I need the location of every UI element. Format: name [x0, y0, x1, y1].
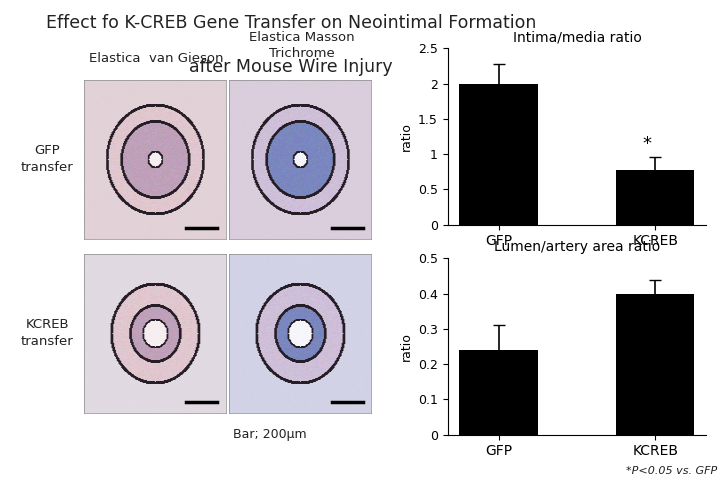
- Text: *: *: [643, 135, 652, 154]
- Title: Lumen/artery area ratio: Lumen/artery area ratio: [494, 241, 660, 255]
- Text: Bar; 200μm: Bar; 200μm: [232, 428, 306, 441]
- Text: Elastica  van Gieson: Elastica van Gieson: [90, 52, 223, 65]
- Text: after Mouse Wire Injury: after Mouse Wire Injury: [189, 58, 393, 76]
- Bar: [616, 294, 695, 435]
- Text: *P<0.05 vs. GFP: *P<0.05 vs. GFP: [626, 466, 717, 476]
- Title: Intima/media ratio: Intima/media ratio: [513, 30, 641, 44]
- Y-axis label: ratio: ratio: [400, 122, 413, 151]
- Bar: [459, 350, 538, 435]
- Text: KCREB
transfer: KCREB transfer: [21, 318, 74, 348]
- Y-axis label: ratio: ratio: [400, 332, 413, 361]
- Bar: [459, 84, 538, 225]
- Bar: [616, 170, 695, 225]
- Text: GFP
transfer: GFP transfer: [21, 144, 74, 174]
- Text: Effect fo K-CREB Gene Transfer on Neointimal Formation: Effect fo K-CREB Gene Transfer on Neoint…: [46, 14, 537, 32]
- Text: Elastica Masson
Trichrome: Elastica Masson Trichrome: [249, 31, 355, 60]
